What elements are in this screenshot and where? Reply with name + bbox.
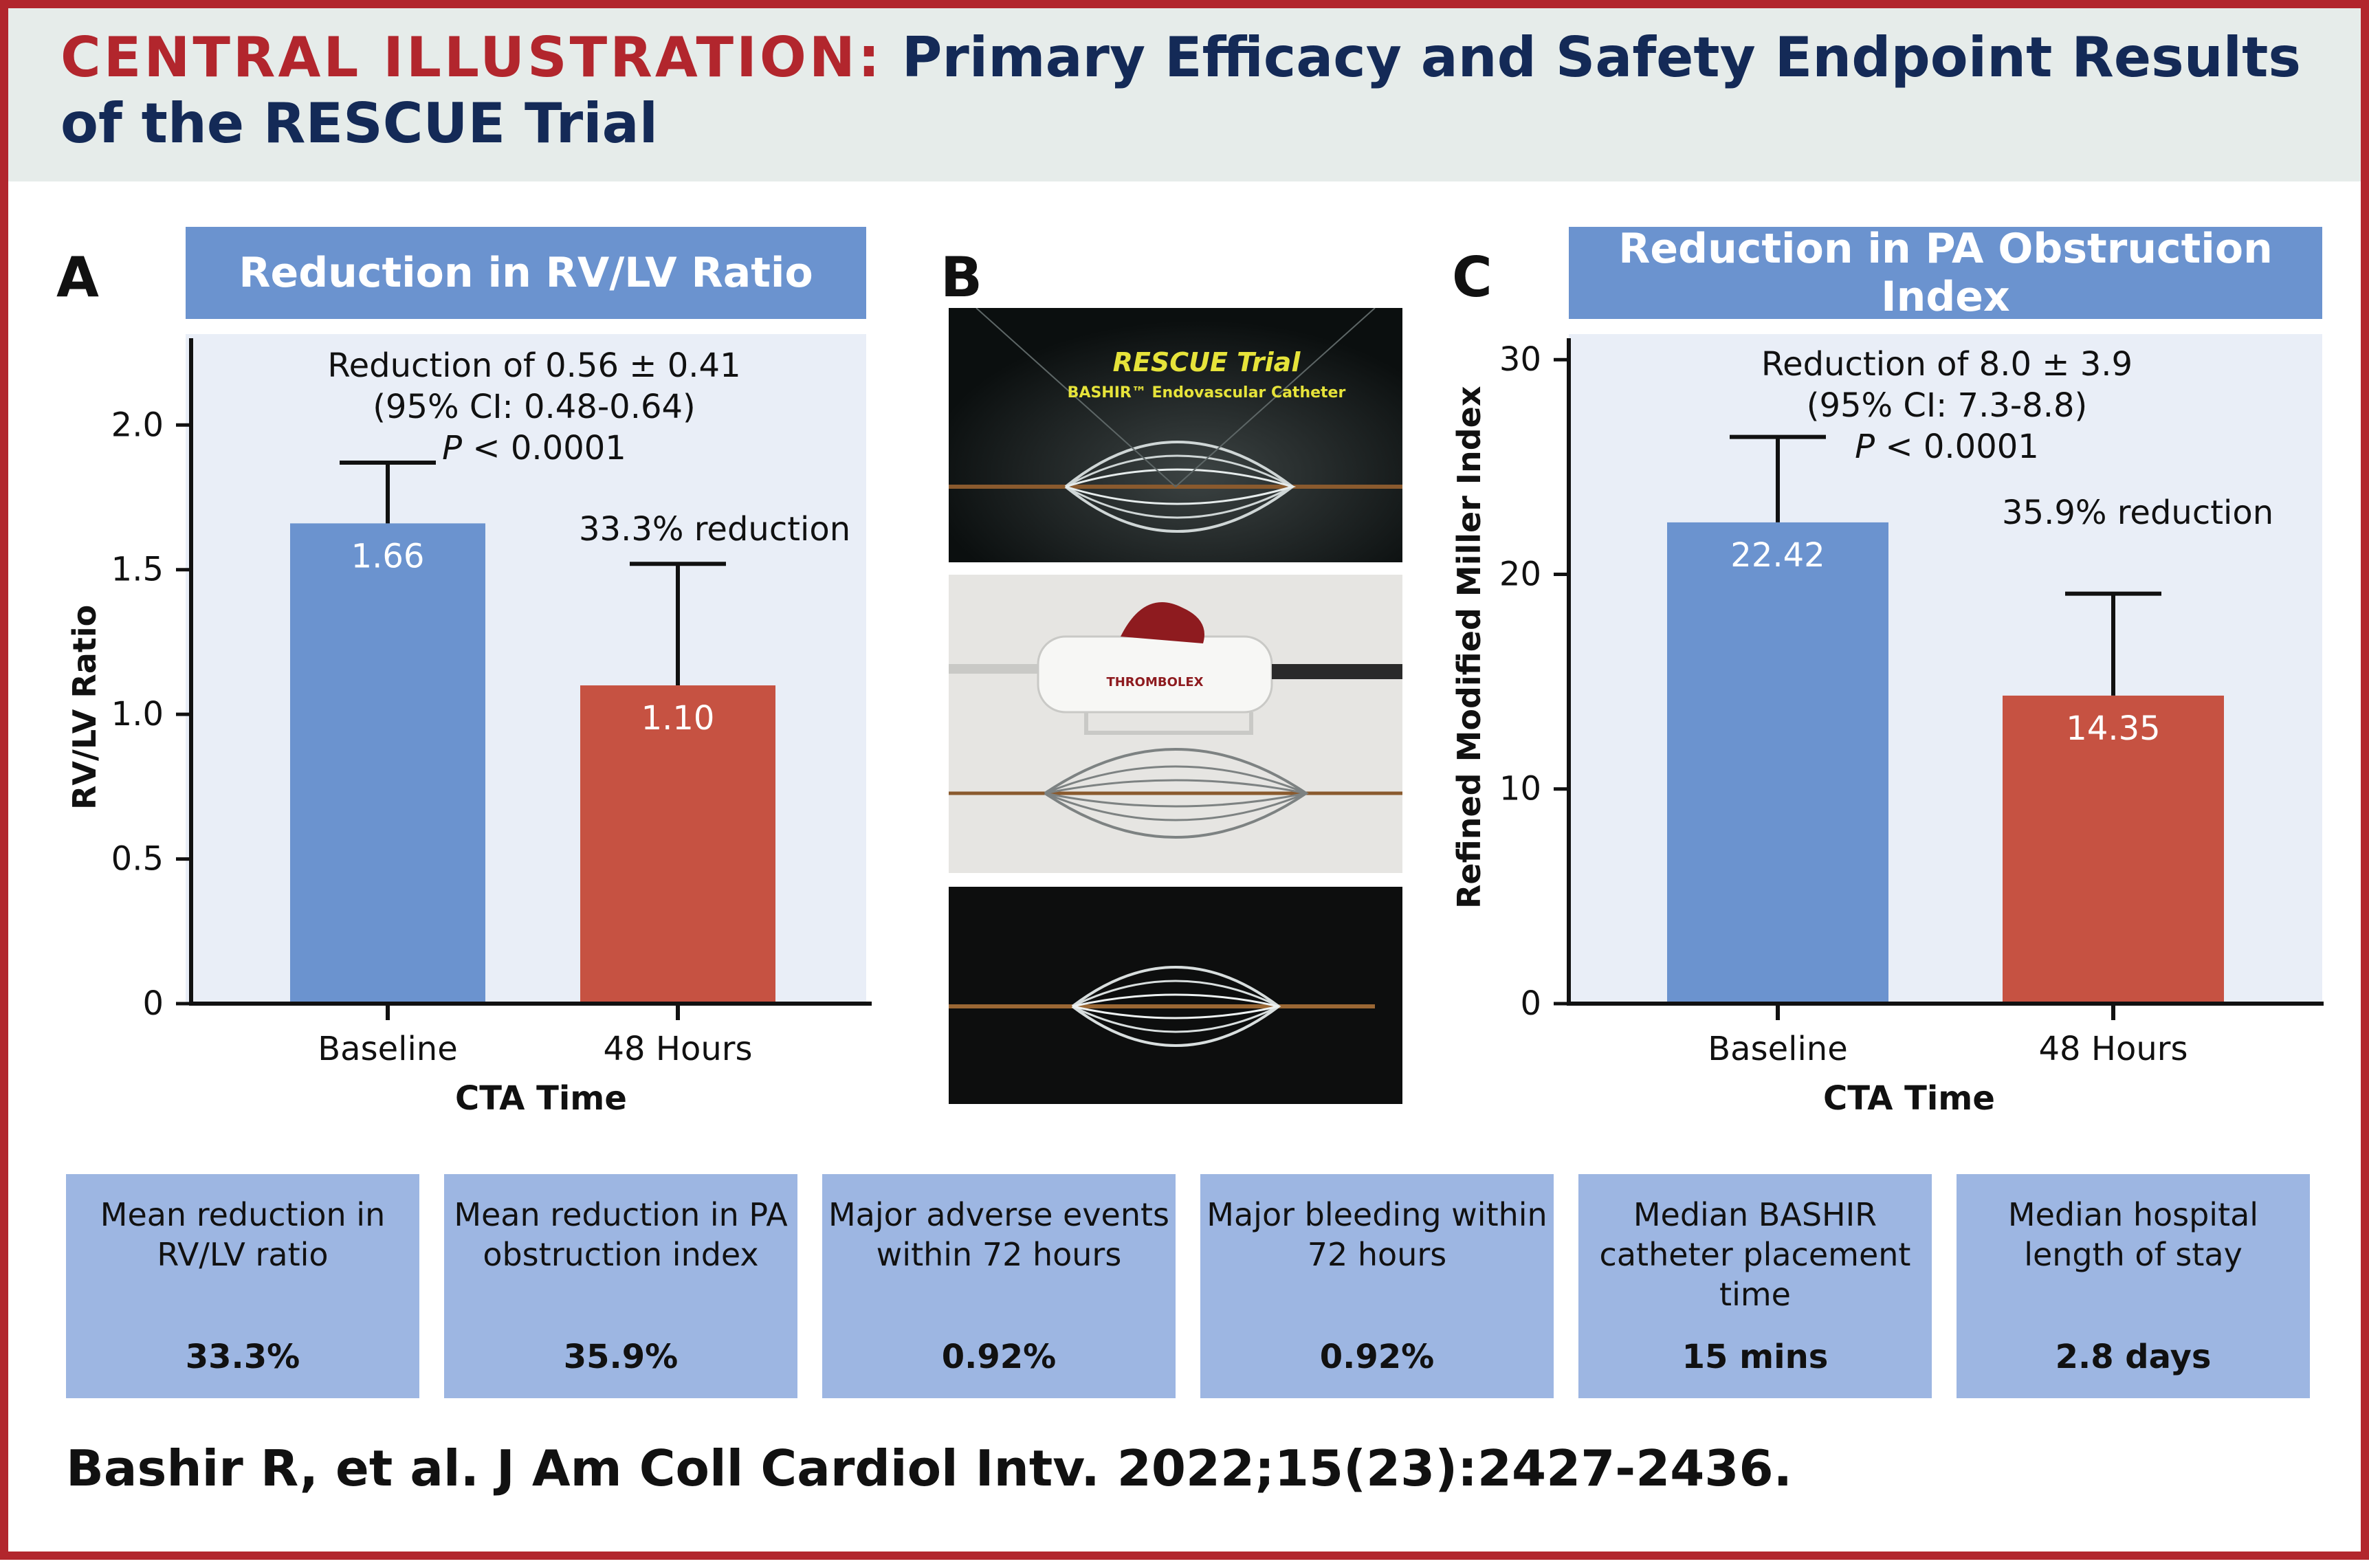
page-title: CENTRAL ILLUSTRATION: Primary Efficacy a… bbox=[60, 25, 2343, 157]
bar-value-label: 1.66 bbox=[351, 537, 425, 575]
panel-c-p-symbol: P bbox=[1855, 428, 1875, 466]
y-tick-label: 0 bbox=[1520, 984, 1541, 1023]
stat-value: 33.3% bbox=[185, 1338, 300, 1376]
catheter-image-middle: THROMBOLEX bbox=[949, 575, 1402, 873]
stat-card: Median hospital length of stay 2.8 days bbox=[1957, 1174, 2310, 1398]
x-tick-label: Baseline bbox=[318, 1030, 458, 1068]
panel-c-annotation-line1: Reduction of 8.0 ± 3.9 bbox=[1761, 345, 2133, 384]
photo-middle-brand: THROMBOLEX bbox=[1106, 675, 1203, 689]
stat-card: Mean reduction in PA obstruction index 3… bbox=[444, 1174, 797, 1398]
bar bbox=[2003, 695, 2224, 1004]
title-text: Primary Efficacy and Safety Endpoint Res… bbox=[60, 25, 2301, 155]
panel-c-annotation-p: P < 0.0001 bbox=[1693, 426, 2201, 467]
panel-a-p-symbol: P bbox=[442, 429, 463, 467]
stat-value: 2.8 days bbox=[2055, 1338, 2212, 1376]
panel-a-annotation-line1: Reduction of 0.56 ± 0.41 bbox=[327, 346, 741, 385]
stat-label: Median hospital length of stay bbox=[2007, 1196, 2259, 1273]
title-prefix: CENTRAL ILLUSTRATION: bbox=[60, 25, 883, 89]
panel-c-annotation-line2: (95% CI: 7.3-8.8) bbox=[1806, 386, 2088, 425]
bar bbox=[1667, 522, 1888, 1004]
photo-top-title: RESCUE Trial bbox=[1113, 347, 1301, 377]
catheter-photo-middle: THROMBOLEX bbox=[949, 575, 1402, 873]
catheter-photo-top: RESCUE Trial BASHIR™ Endovascular Cathet… bbox=[949, 308, 1402, 562]
panel-a-letter: A bbox=[56, 245, 99, 309]
catheter-image-top: RESCUE Trial BASHIR™ Endovascular Cathet… bbox=[949, 308, 1402, 562]
y-tick-label: 0.5 bbox=[111, 840, 164, 879]
citation: Bashir R, et al. J Am Coll Cardiol Intv.… bbox=[66, 1439, 1792, 1497]
y-tick-label: 20 bbox=[1499, 555, 1541, 593]
x-tick-label: 48 Hours bbox=[2039, 1030, 2188, 1068]
y-tick-label: 30 bbox=[1499, 340, 1541, 379]
panel-b-letter: B bbox=[940, 245, 982, 309]
panel-c-chart: 22.42 Baseline 14.35 48 Hours 0 10 20 30 bbox=[1499, 338, 2324, 1068]
panel-a-chart: 1.66 Baseline 1.10 48 Hours 0 0.5 1.0 1.5 2.0 bbox=[111, 338, 872, 1068]
stat-card: Major bleeding within 72 hours 0.92% bbox=[1200, 1174, 1554, 1398]
panel-c-reduction-note: 35.9% reduction bbox=[2002, 494, 2274, 532]
panel-c-annotation: Reduction of 8.0 ± 3.9 (95% CI: 7.3-8.8)… bbox=[1693, 344, 2201, 467]
bar-value-label: 1.10 bbox=[641, 699, 715, 738]
stat-value: 15 mins bbox=[1682, 1338, 1829, 1376]
panel-a-reduction-note: 33.3% reduction bbox=[579, 510, 851, 549]
bar bbox=[290, 523, 485, 1004]
panel-a-annotation-p: P < 0.0001 bbox=[283, 428, 785, 469]
x-tick-label: 48 Hours bbox=[604, 1030, 753, 1068]
stat-value: 35.9% bbox=[563, 1338, 679, 1376]
stat-value: 0.92% bbox=[941, 1338, 1057, 1376]
y-tick-label: 0 bbox=[142, 984, 164, 1023]
panel-c-banner: Reduction in PA Obstruction Index bbox=[1569, 225, 2322, 321]
panel-c-xlabel: CTA Time bbox=[1823, 1079, 1995, 1118]
panel-a-p-value: < 0.0001 bbox=[462, 429, 626, 467]
bar-value-label: 22.42 bbox=[1730, 536, 1825, 575]
header: CENTRAL ILLUSTRATION: Primary Efficacy a… bbox=[8, 8, 2361, 181]
summary-stats: Mean reduction in RV/LV ratio 33.3% Mean… bbox=[66, 1174, 2310, 1398]
stat-card: Median BASHIR catheter placement time 15… bbox=[1578, 1174, 1932, 1398]
stat-card: Mean reduction in RV/LV ratio 33.3% bbox=[66, 1174, 419, 1398]
panel-c-letter: C bbox=[1452, 245, 1492, 309]
x-tick-label: Baseline bbox=[1708, 1030, 1848, 1068]
y-tick-label: 10 bbox=[1499, 770, 1541, 808]
y-tick-label: 1.5 bbox=[111, 551, 164, 589]
stat-value: 0.92% bbox=[1319, 1338, 1435, 1376]
y-tick-label: 1.0 bbox=[111, 695, 164, 733]
panel-a-banner: Reduction in RV/LV Ratio bbox=[186, 227, 866, 319]
stat-label: Major bleeding within 72 hours bbox=[1206, 1196, 1547, 1273]
panel-a-annotation-line2: (95% CI: 0.48-0.64) bbox=[373, 388, 696, 426]
y-tick-label: 2.0 bbox=[111, 406, 164, 444]
panel-c-ylabel: Refined Modified Miller Index bbox=[1451, 386, 1488, 909]
panel-a-xlabel: CTA Time bbox=[455, 1079, 627, 1118]
stat-card: Major adverse events within 72 hours 0.9… bbox=[822, 1174, 1176, 1398]
catheter-image-bottom bbox=[949, 887, 1402, 1104]
stat-label: Mean reduction in RV/LV ratio bbox=[100, 1196, 386, 1273]
bar bbox=[580, 685, 775, 1004]
stat-label: Median BASHIR catheter placement time bbox=[1599, 1196, 1911, 1313]
panel-a-annotation: Reduction of 0.56 ± 0.41 (95% CI: 0.48-0… bbox=[283, 345, 785, 469]
photo-top-subtitle: BASHIR™ Endovascular Catheter bbox=[1068, 384, 1346, 401]
panel-c-p-value: < 0.0001 bbox=[1875, 428, 2039, 466]
stat-label: Mean reduction in PA obstruction index bbox=[454, 1196, 788, 1273]
stat-label: Major adverse events within 72 hours bbox=[828, 1196, 1170, 1273]
bar-value-label: 14.35 bbox=[2066, 709, 2160, 748]
catheter-photo-bottom bbox=[949, 887, 1402, 1104]
